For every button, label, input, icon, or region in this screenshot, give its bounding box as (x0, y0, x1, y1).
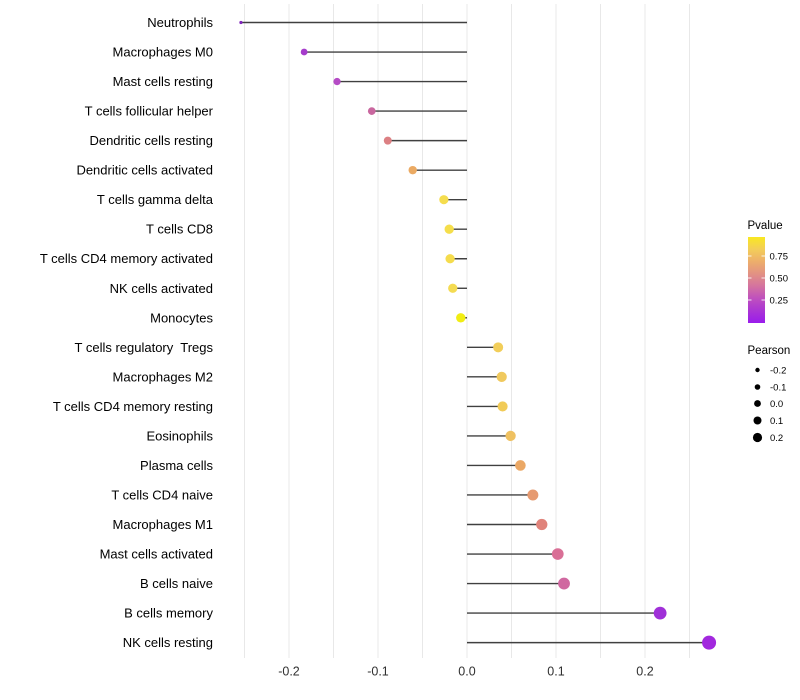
x-tick-label: 0.1 (547, 665, 564, 679)
pearson-legend-label: 0.2 (770, 433, 783, 444)
pearson-dot (383, 136, 392, 145)
y-axis-label: Dendritic cells resting (89, 133, 213, 148)
pearson-dot (444, 224, 454, 234)
pearson-legend-dot (754, 384, 761, 390)
pearson-dot (448, 283, 458, 293)
pearson-legend-dot (753, 416, 762, 425)
pearson-legend-label: 0.0 (770, 399, 783, 410)
y-axis-label: B cells naive (140, 576, 213, 591)
y-axis-label: Macrophages M1 (113, 517, 213, 532)
pearson-legend-dot (754, 400, 761, 407)
y-axis-label: Dendritic cells activated (76, 163, 213, 178)
pvalue-legend: Pvalue 0.75 0.50 0.25 (748, 220, 789, 323)
y-axis-label: T cells CD8 (146, 222, 213, 237)
y-axis-label: B cells memory (124, 606, 213, 621)
pearson-dot (536, 518, 548, 531)
pearson-dot (551, 548, 564, 560)
y-axis-label: T cells CD4 memory resting (53, 399, 213, 414)
pearson-dot (527, 489, 539, 501)
pearson-dot (300, 48, 308, 56)
pearson-dot (445, 254, 455, 264)
pearson-legend-dot (755, 367, 760, 373)
pearson-dot (497, 401, 508, 412)
pearson-dot (505, 430, 516, 442)
pearson-legend-dot (752, 432, 763, 443)
y-axis-label: Eosinophils (147, 428, 214, 443)
x-tick-label: 0.0 (458, 665, 475, 679)
y-axis-label: T cells gamma delta (97, 192, 214, 207)
pearson-dot (558, 577, 570, 590)
pearson-dot (493, 342, 504, 353)
pearson-dot (496, 371, 507, 382)
y-axis-label: Macrophages M0 (113, 45, 213, 60)
grid-lines (244, 4, 690, 658)
y-axis-label: Plasma cells (140, 458, 213, 473)
pearson-dot (333, 77, 341, 86)
pearson-dot (439, 195, 449, 205)
pvalue-tick-label: 0.50 (770, 273, 789, 284)
y-axis-label: T cells CD4 memory activated (40, 251, 213, 266)
pearson-dot (456, 313, 466, 323)
y-axis-label: Neutrophils (147, 15, 213, 30)
pearson-dot (367, 107, 376, 115)
pvalue-tick-label: 0.25 (770, 295, 789, 306)
pearson-dot (653, 606, 667, 620)
y-axis-label: Mast cells activated (100, 547, 213, 562)
y-axis-label: T cells follicular helper (85, 104, 214, 119)
pearson-legend: Pearson -0.2 -0.1 0.0 0.1 0.2 (748, 345, 791, 444)
pearson-legend-label: -0.2 (770, 365, 786, 376)
x-tick-label: 0.2 (636, 665, 653, 679)
x-tick-label: -0.2 (278, 665, 300, 679)
pearson-dot (408, 165, 417, 175)
pearson-dot (239, 20, 243, 25)
pvalue-legend-title: Pvalue (748, 220, 783, 232)
pearson-dot (515, 460, 526, 471)
pvalue-gradient-ticks (748, 255, 765, 301)
pvalue-gradient-bar (748, 237, 765, 323)
pearson-legend-title: Pearson (748, 345, 791, 357)
pearson-legend-label: 0.1 (770, 416, 783, 427)
y-axis-label: NK cells resting (123, 635, 213, 650)
y-axis-label: Monocytes (150, 310, 213, 325)
y-axis-label: Mast cells resting (113, 74, 213, 89)
y-axis-label: T cells regulatory Tregs (75, 340, 214, 355)
x-axis-tick-labels: -0.2 -0.1 0.0 0.1 0.2 (278, 665, 654, 679)
y-axis-label: NK cells activated (110, 281, 213, 296)
y-axis-label: T cells CD4 naive (111, 487, 213, 502)
x-tick-label: -0.1 (367, 665, 389, 679)
pearson-legend-label: -0.1 (770, 382, 786, 393)
pearson-dot (702, 635, 717, 650)
lollipop-rows: Neutrophils Macrophages M0 Mast cells rest… (40, 15, 717, 650)
y-axis-label: Macrophages M2 (113, 369, 213, 384)
pvalue-tick-label: 0.75 (770, 251, 789, 262)
